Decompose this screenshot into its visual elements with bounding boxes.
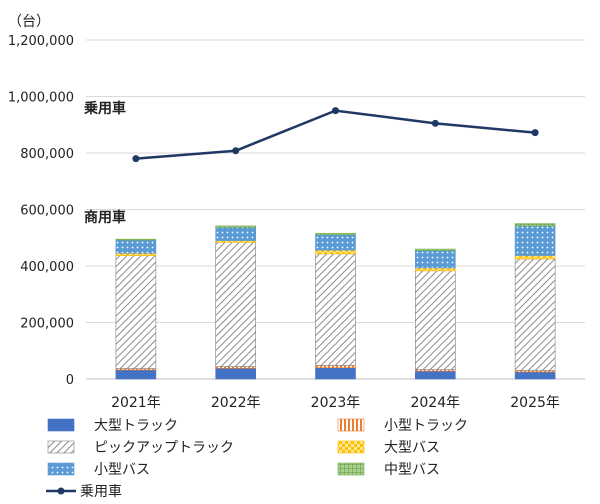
bar-segment xyxy=(115,239,157,254)
y-tick-labels: 0 200,000 400,000 600,000 800,000 1,000,000 1,… xyxy=(8,34,74,388)
bar-stacks xyxy=(115,223,556,380)
legend-label: 小型バス xyxy=(94,462,150,478)
bar-segment xyxy=(115,252,157,256)
legend-label: 大型トラック xyxy=(94,418,178,434)
annotation-label: 商用車 xyxy=(84,209,126,226)
bar-segment xyxy=(215,226,256,241)
legend-swatch xyxy=(47,462,75,476)
bar-segment xyxy=(315,232,356,235)
x-tick-labels: 2021年 2022年 2023年 2024年 2025年 xyxy=(111,395,560,411)
bar-segment xyxy=(514,258,556,371)
line-point xyxy=(232,147,240,155)
bar-segment xyxy=(115,369,157,380)
bar-segment xyxy=(414,248,456,251)
legend-label: 小型トラック xyxy=(384,418,468,434)
x-tick-label: 2022年 xyxy=(211,395,261,411)
legend-label: 乗用車 xyxy=(80,483,122,500)
legend-swatch xyxy=(337,418,365,432)
legend-label: 中型バス xyxy=(384,462,440,478)
bar-segment xyxy=(215,241,256,367)
legend-swatch xyxy=(337,462,365,476)
line-series xyxy=(132,107,539,163)
legend-swatch-marker xyxy=(57,487,65,495)
legend-swatch xyxy=(47,440,75,454)
bar-segment xyxy=(315,365,356,369)
bar-segment xyxy=(514,225,556,256)
legend-label: 大型バス xyxy=(384,440,440,456)
y-tick-label: 1,200,000 xyxy=(8,34,74,49)
x-tick-label: 2024年 xyxy=(410,395,460,411)
legend-swatch xyxy=(47,418,75,432)
bar-segment xyxy=(514,255,556,260)
y-tick-label: 800,000 xyxy=(20,147,74,162)
y-tick-label: 0 xyxy=(66,373,74,388)
bar-segment xyxy=(315,253,356,366)
bar-segment xyxy=(414,267,456,272)
annotation-label: 乗用車 xyxy=(83,100,126,117)
legend-label: ピックアップトラック xyxy=(94,440,234,456)
bar-segment xyxy=(215,367,256,380)
y-tick-label: 1,000,000 xyxy=(8,91,74,106)
y-tick-label: 400,000 xyxy=(20,260,74,275)
y-axis-unit: （台） xyxy=(8,14,50,30)
bar-segment xyxy=(514,223,556,227)
bar-segment xyxy=(414,270,456,370)
bar-segment xyxy=(315,234,356,251)
bar-segment xyxy=(215,225,256,228)
line-point xyxy=(431,119,439,127)
x-tick-label: 2021年 xyxy=(111,395,161,411)
line-point xyxy=(332,107,339,115)
bar-segment xyxy=(414,370,456,380)
bar-segment xyxy=(315,367,356,380)
passenger-car-line xyxy=(135,109,536,160)
bar-segment xyxy=(115,255,157,369)
bar-segment xyxy=(414,250,456,269)
legend-swatch xyxy=(337,440,365,454)
bar-segment xyxy=(115,238,157,241)
y-tick-label: 600,000 xyxy=(20,204,74,219)
bar-segment xyxy=(315,249,356,255)
y-tick-label: 200,000 xyxy=(20,317,74,332)
x-tick-label: 2025年 xyxy=(510,395,560,411)
bar-segment xyxy=(514,371,556,380)
line-point xyxy=(132,155,140,163)
line-point xyxy=(531,129,539,137)
x-tick-label: 2023年 xyxy=(311,395,361,411)
